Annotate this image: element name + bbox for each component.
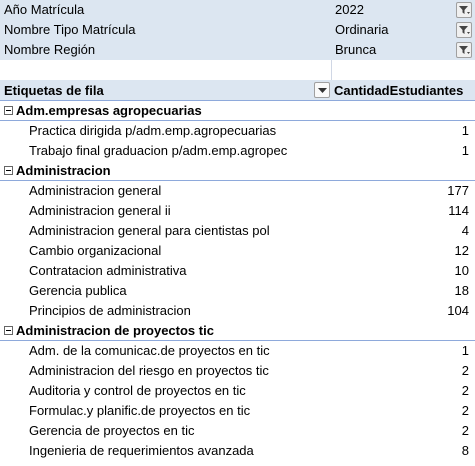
item-label: Administracion general para cientistas p… (29, 223, 270, 238)
collapse-toggle[interactable] (4, 166, 13, 175)
group-row: Administracion (0, 161, 475, 181)
item-value: 2 (461, 363, 469, 378)
table-row: Trabajo final graduacion p/adm.emp.agrop… (0, 141, 475, 161)
item-value: 1 (461, 343, 469, 358)
value-field-header: CantidadEstudiantes (334, 83, 464, 98)
table-row: Gerencia publica 18 (0, 281, 475, 301)
table-row: Cambio organizacional 12 (0, 241, 475, 261)
item-label: Gerencia de proyectos en tic (29, 423, 195, 438)
item-value: 114 (448, 203, 469, 218)
pivot-body: Adm.empresas agropecuarias Practica diri… (0, 101, 475, 461)
filter-value-text: 2022 (335, 2, 364, 17)
filter-funnel-icon (459, 26, 470, 34)
row-labels-filter-button[interactable] (314, 82, 330, 98)
table-row: Administracion del riesgo en proyectos t… (0, 361, 475, 381)
table-row: Auditoria y control de proyectos en tic … (0, 381, 475, 401)
item-value: 1 (461, 143, 469, 158)
blank-row (0, 60, 475, 80)
filter-dropdown-button[interactable] (456, 42, 472, 58)
filter-value-text: Brunca (335, 42, 377, 57)
report-filter-area: Año Matrícula 2022 Nombre Tipo Matrícula… (0, 0, 475, 60)
filter-value: Ordinaria (331, 20, 475, 40)
item-value: 104 (447, 303, 469, 318)
item-label: Cambio organizacional (29, 243, 162, 258)
collapse-toggle[interactable] (4, 106, 13, 115)
item-value: 4 (461, 223, 469, 238)
item-value: 8 (461, 443, 469, 458)
item-label: Principios de administracion (29, 303, 191, 318)
item-label: Practica dirigida p/adm.emp.agropecuaria… (29, 123, 277, 138)
table-row: Gerencia de proyectos en tic 2 (0, 421, 475, 441)
filter-label: Nombre Tipo Matrícula (0, 20, 331, 40)
cell-separator (331, 60, 332, 80)
item-label: Administracion general (29, 183, 162, 198)
filter-value-text: Ordinaria (335, 22, 389, 37)
item-label: Contratacion administrativa (29, 263, 187, 278)
group-label: Administracion de proyectos tic (16, 323, 214, 338)
item-value: 12 (454, 243, 469, 258)
item-label: Gerencia publica (29, 283, 127, 298)
filter-funnel-icon (459, 46, 470, 54)
item-label: Administracion del riesgo en proyectos t… (29, 363, 269, 378)
item-label: Formulac.y planific.de proyectos en tic (29, 403, 251, 418)
table-row: Administracion general ii 114 (0, 201, 475, 221)
group-label: Adm.empresas agropecuarias (16, 103, 202, 118)
row-labels-header: Etiquetas de fila (4, 83, 104, 98)
table-row: Ingenieria de requerimientos avanzada 8 (0, 441, 475, 461)
filter-value: Brunca (331, 40, 475, 60)
filter-row-anio-matricula: Año Matrícula 2022 (0, 0, 475, 20)
item-label: Trabajo final graduacion p/adm.emp.agrop… (29, 143, 288, 158)
item-label: Adm. de la comunicac.de proyectos en tic (29, 343, 270, 358)
item-value: 10 (454, 263, 469, 278)
item-label: Ingenieria de requerimientos avanzada (29, 443, 254, 458)
filter-label: Nombre Región (0, 40, 331, 60)
group-label: Administracion (16, 163, 111, 178)
item-value: 18 (454, 283, 469, 298)
table-row: Administracion general 177 (0, 181, 475, 201)
item-value: 1 (461, 123, 469, 138)
filter-label: Año Matrícula (0, 0, 331, 20)
table-row: Principios de administracion 104 (0, 301, 475, 321)
collapse-toggle[interactable] (4, 326, 13, 335)
filter-row-region: Nombre Región Brunca (0, 40, 475, 60)
table-row: Formulac.y planific.de proyectos en tic … (0, 401, 475, 421)
table-row: Administracion general para cientistas p… (0, 221, 475, 241)
table-row: Contratacion administrativa 10 (0, 261, 475, 281)
gridline (0, 19, 475, 20)
item-value: 2 (461, 423, 469, 438)
table-row: Adm. de la comunicac.de proyectos en tic… (0, 341, 475, 361)
table-row: Practica dirigida p/adm.emp.agropecuaria… (0, 121, 475, 141)
filter-dropdown-button[interactable] (456, 2, 472, 18)
pivot-header-row: Etiquetas de fila CantidadEstudiantes (0, 80, 475, 101)
item-value: 2 (461, 403, 469, 418)
item-label: Administracion general ii (29, 203, 171, 218)
group-row: Administracion de proyectos tic (0, 321, 475, 341)
chevron-down-icon (318, 88, 327, 93)
gridline (0, 39, 475, 40)
filter-value: 2022 (331, 0, 475, 20)
item-value: 2 (461, 383, 469, 398)
item-label: Auditoria y control de proyectos en tic (29, 383, 246, 398)
filter-funnel-icon (459, 6, 470, 14)
filter-dropdown-button[interactable] (456, 22, 472, 38)
group-row: Adm.empresas agropecuarias (0, 101, 475, 121)
item-value: 177 (447, 183, 469, 198)
filter-row-tipo-matricula: Nombre Tipo Matrícula Ordinaria (0, 20, 475, 40)
